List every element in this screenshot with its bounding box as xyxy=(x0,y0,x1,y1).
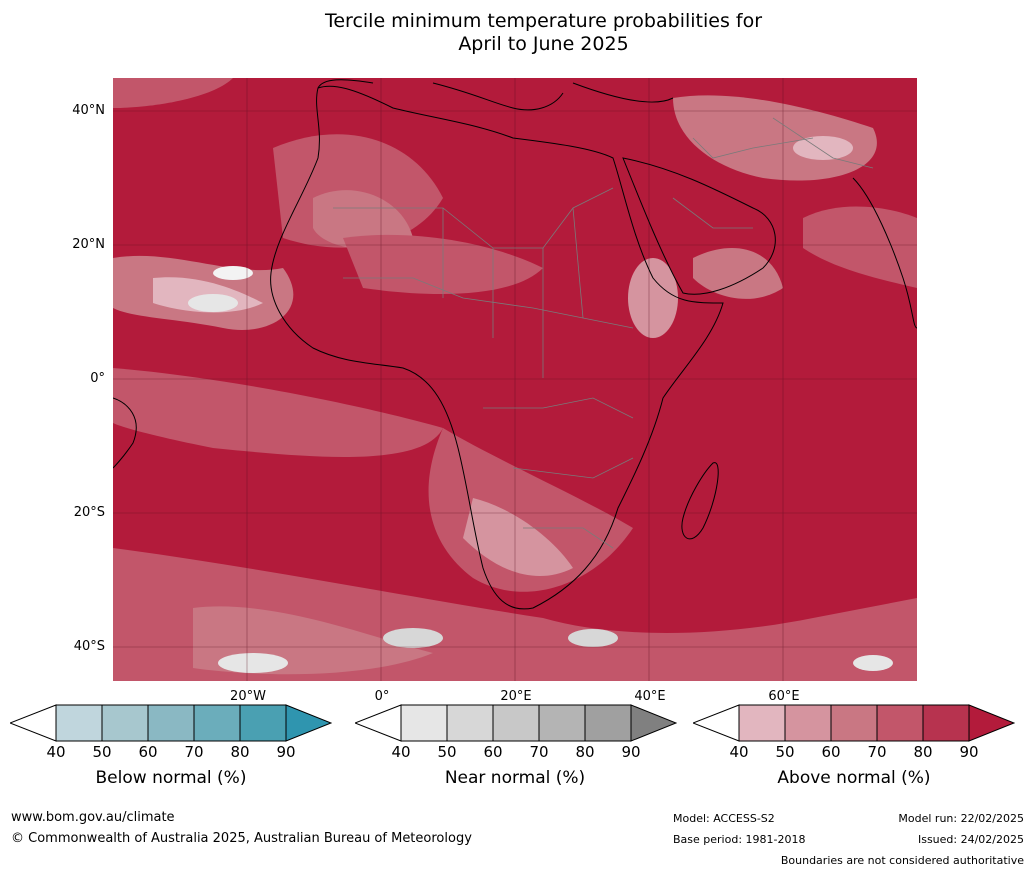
near-swatch-3 xyxy=(492,704,540,742)
below-swatch-3 xyxy=(147,704,195,742)
graticule xyxy=(113,78,917,681)
below-swatch-1 xyxy=(55,704,103,742)
below-tick-50: 50 xyxy=(92,743,112,761)
below-swatch-0 xyxy=(10,704,57,742)
near-normal-title: Near normal (%) xyxy=(444,768,586,788)
above-tick-60: 60 xyxy=(821,743,841,761)
near-swatch-1 xyxy=(400,704,448,742)
above-tick-90: 90 xyxy=(959,743,979,761)
copyright-text: © Commonwealth of Australia 2025, Austra… xyxy=(11,831,472,846)
below-tick-60: 60 xyxy=(138,743,158,761)
above-swatch-3 xyxy=(830,704,878,742)
lon-label-20e: 20°E xyxy=(500,689,532,704)
below-normal-title: Below normal (%) xyxy=(95,768,247,788)
below-tick-40: 40 xyxy=(46,743,66,761)
below-tick-70: 70 xyxy=(184,743,204,761)
near-tick-40: 40 xyxy=(391,743,411,761)
lat-label-40n: 40°N xyxy=(72,103,105,118)
lon-label-0: 0° xyxy=(374,689,390,704)
colorbar-near-normal-swatches xyxy=(355,704,677,742)
below-swatch-6 xyxy=(285,704,332,742)
map-title: Tercile minimum temperature probabilitie… xyxy=(0,10,1035,56)
colorbar-above-normal xyxy=(693,704,1015,742)
above-swatch-0 xyxy=(693,704,740,742)
above-tick-70: 70 xyxy=(867,743,887,761)
near-tick-50: 50 xyxy=(437,743,457,761)
above-normal-title: Above normal (%) xyxy=(777,768,931,788)
coastlines xyxy=(113,79,917,610)
model-text: Model: ACCESS-S2 xyxy=(673,812,775,825)
near-swatch-0 xyxy=(355,704,402,742)
boundaries-note: Boundaries are not considered authoritat… xyxy=(780,854,1024,867)
colorbar-above-normal-swatches xyxy=(693,704,1015,742)
country-boundaries xyxy=(333,117,874,549)
title-line-2: April to June 2025 xyxy=(458,33,629,55)
website-link[interactable]: www.bom.gov.au/climate xyxy=(11,810,175,825)
above-swatch-1 xyxy=(738,704,786,742)
issued-text: Issued: 24/02/2025 xyxy=(917,833,1024,846)
lat-label-20s: 20°S xyxy=(73,505,105,520)
near-tick-70: 70 xyxy=(529,743,549,761)
near-tick-60: 60 xyxy=(483,743,503,761)
above-swatch-4 xyxy=(876,704,924,742)
above-tick-40: 40 xyxy=(729,743,749,761)
lat-label-20n: 20°N xyxy=(72,237,105,252)
probability-map xyxy=(113,78,917,681)
near-swatch-2 xyxy=(446,704,494,742)
below-swatch-5 xyxy=(239,704,287,742)
title-line-1: Tercile minimum temperature probabilitie… xyxy=(324,10,763,32)
above-swatch-5 xyxy=(922,704,970,742)
near-tick-80: 80 xyxy=(575,743,595,761)
lon-label-40e: 40°E xyxy=(634,689,666,704)
above-swatch-2 xyxy=(784,704,832,742)
above-tick-50: 50 xyxy=(775,743,795,761)
lon-label-60e: 60°E xyxy=(768,689,800,704)
lat-label-0: 0° xyxy=(90,371,105,386)
base-period-text: Base period: 1981-2018 xyxy=(673,833,806,846)
near-swatch-6 xyxy=(630,704,677,742)
below-swatch-2 xyxy=(101,704,149,742)
lon-label-20w: 20°W xyxy=(230,689,266,704)
below-tick-80: 80 xyxy=(230,743,250,761)
colorbar-below-normal xyxy=(10,704,332,742)
below-swatch-4 xyxy=(193,704,241,742)
near-swatch-5 xyxy=(584,704,632,742)
model-run-text: Model run: 22/02/2025 xyxy=(898,812,1024,825)
near-tick-90: 90 xyxy=(621,743,641,761)
near-swatch-4 xyxy=(538,704,586,742)
map-canvas xyxy=(113,78,917,681)
below-tick-90: 90 xyxy=(276,743,296,761)
probability-shading xyxy=(113,78,917,681)
colorbar-below-normal-swatches xyxy=(10,704,332,742)
above-swatch-6 xyxy=(968,704,1015,742)
above-tick-80: 80 xyxy=(913,743,933,761)
colorbar-near-normal xyxy=(355,704,677,742)
lat-label-40s: 40°S xyxy=(73,639,105,654)
